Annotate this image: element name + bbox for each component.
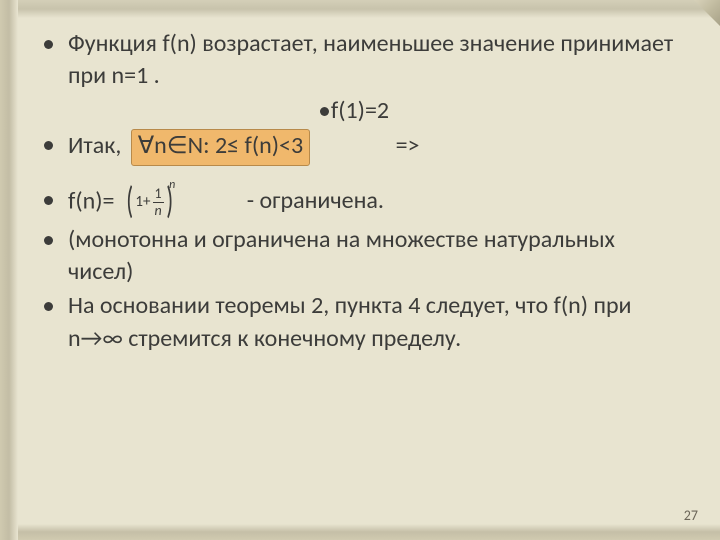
page-number: 27 — [684, 507, 698, 524]
bullet-1: Функция f(n) возрастает, наименьшее знач… — [40, 28, 680, 93]
slide-container: Функция f(n) возрастает, наименьшее знач… — [0, 0, 720, 540]
fraction: 1n — [153, 187, 164, 218]
bullet-3: Итак, ∀n∈N: 2≤ f(n)<3 => — [40, 129, 680, 165]
highlight-box: ∀n∈N: 2≤ f(n)<3 — [131, 129, 310, 165]
bullet-6: На основании теоремы 2, пункта 4 следует… — [40, 290, 680, 355]
bullet-list: Функция f(n) возрастает, наименьшее знач… — [40, 28, 680, 355]
formula: (1+1n)n — [124, 184, 181, 222]
paper-edge-top — [0, 0, 720, 18]
frac-denominator: n — [153, 203, 164, 218]
paper-edge-bottom — [0, 524, 720, 540]
bullet-3-suffix: => — [396, 131, 420, 160]
paper-edge-left — [0, 0, 18, 540]
bullet-5: (монотонна и ограничена на множестве нат… — [40, 224, 680, 289]
paren-left: ( — [126, 182, 133, 220]
bullet-2: f(1)=2 — [40, 95, 680, 127]
bullet-4: f(n)= (1+1n)n - ограничена. — [40, 184, 680, 222]
exponent: n — [169, 178, 175, 192]
one-plus: 1+ — [135, 192, 150, 212]
bullet-4-prefix: f(n)= — [68, 186, 114, 215]
frac-numerator: 1 — [153, 187, 164, 203]
bullet-3-prefix: Итак, — [68, 131, 127, 160]
bullet-4-suffix: - ограничена. — [191, 186, 384, 215]
